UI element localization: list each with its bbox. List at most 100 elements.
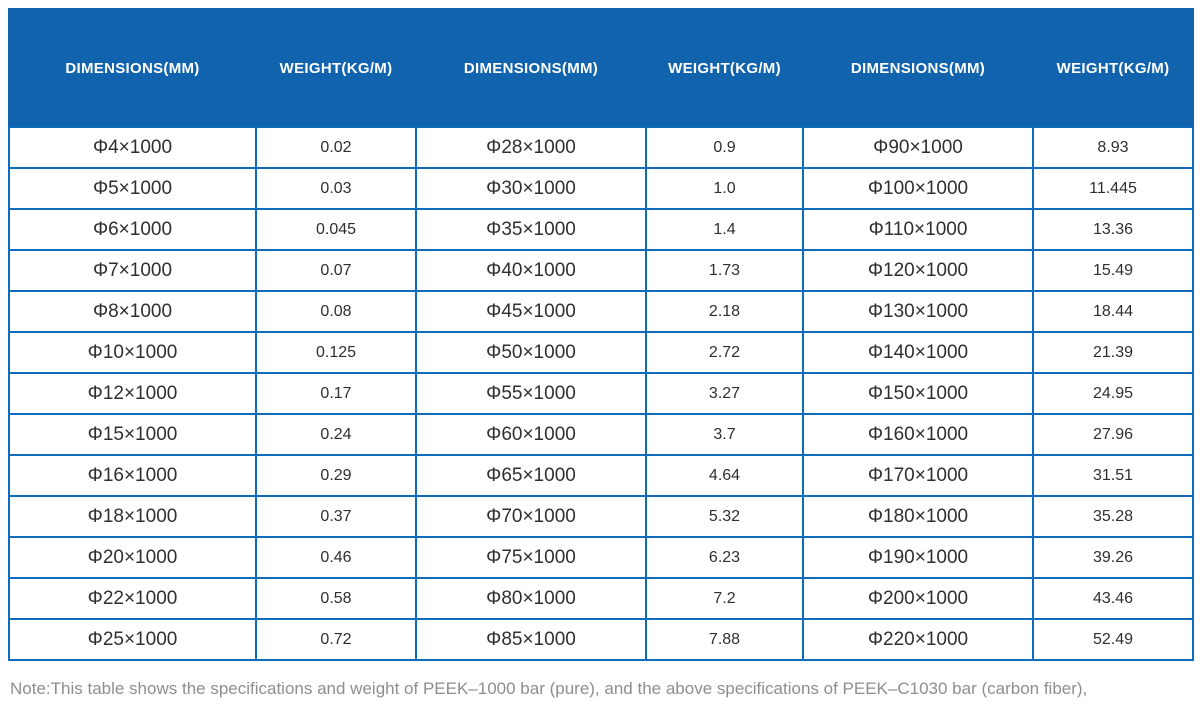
weight-cell: 43.46 — [1032, 577, 1194, 620]
weight-cell: 1.4 — [645, 208, 804, 251]
table-row: Φ25×1000 0.72 Φ85×1000 7.88 Φ220×1000 52.49 — [8, 618, 1194, 661]
weight-cell: 39.26 — [1032, 536, 1194, 579]
footnote-line-1: Note:This table shows the specifications… — [10, 679, 1088, 698]
dimension-cell: Φ12×1000 — [8, 372, 257, 415]
dimension-cell: Φ10×1000 — [8, 331, 257, 374]
weight-cell: 11.445 — [1032, 167, 1194, 210]
dimension-cell: Φ35×1000 — [415, 208, 647, 251]
table-row: Φ7×1000 0.07 Φ40×1000 1.73 Φ120×1000 15.49 — [8, 249, 1194, 292]
table-row: Φ15×1000 0.24 Φ60×1000 3.7 Φ160×1000 27.96 — [8, 413, 1194, 456]
weight-cell: 6.23 — [645, 536, 804, 579]
weight-cell: 5.32 — [645, 495, 804, 538]
dimension-cell: Φ85×1000 — [415, 618, 647, 661]
column-header-dimensions-2: DIMENSIONS(MM) — [415, 8, 647, 128]
dimension-cell: Φ220×1000 — [802, 618, 1034, 661]
dimension-cell: Φ22×1000 — [8, 577, 257, 620]
weight-cell: 1.73 — [645, 249, 804, 292]
weight-cell: 7.2 — [645, 577, 804, 620]
table-row: Φ6×1000 0.045 Φ35×1000 1.4 Φ110×1000 13.36 — [8, 208, 1194, 251]
dimension-cell: Φ190×1000 — [802, 536, 1034, 579]
dimension-cell: Φ60×1000 — [415, 413, 647, 456]
weight-cell: 2.72 — [645, 331, 804, 374]
weight-cell: 0.37 — [255, 495, 417, 538]
dimension-cell: Φ30×1000 — [415, 167, 647, 210]
weight-cell: 24.95 — [1032, 372, 1194, 415]
dimension-cell: Φ15×1000 — [8, 413, 257, 456]
dimension-cell: Φ130×1000 — [802, 290, 1034, 333]
table-row: Φ20×1000 0.46 Φ75×1000 6.23 Φ190×1000 39.26 — [8, 536, 1194, 579]
dimension-cell: Φ45×1000 — [415, 290, 647, 333]
dimension-cell: Φ70×1000 — [415, 495, 647, 538]
dimension-cell: Φ160×1000 — [802, 413, 1034, 456]
dimension-cell: Φ40×1000 — [415, 249, 647, 292]
table-row: Φ8×1000 0.08 Φ45×1000 2.18 Φ130×1000 18.44 — [8, 290, 1194, 333]
weight-cell: 0.03 — [255, 167, 417, 210]
weight-cell: 0.9 — [645, 126, 804, 169]
dimension-cell: Φ8×1000 — [8, 290, 257, 333]
dimension-cell: Φ18×1000 — [8, 495, 257, 538]
table-row: Φ18×1000 0.37 Φ70×1000 5.32 Φ180×1000 35.28 — [8, 495, 1194, 538]
weight-cell: 27.96 — [1032, 413, 1194, 456]
table-row: Φ22×1000 0.58 Φ80×1000 7.2 Φ200×1000 43.46 — [8, 577, 1194, 620]
weight-cell: 0.07 — [255, 249, 417, 292]
dimension-cell: Φ100×1000 — [802, 167, 1034, 210]
column-header-dimensions-1: DIMENSIONS(MM) — [8, 8, 257, 128]
weight-cell: 1.0 — [645, 167, 804, 210]
weight-cell: 0.72 — [255, 618, 417, 661]
weight-cell: 3.7 — [645, 413, 804, 456]
weight-cell: 0.125 — [255, 331, 417, 374]
dimension-cell: Φ7×1000 — [8, 249, 257, 292]
dimension-cell: Φ75×1000 — [415, 536, 647, 579]
table-row: Φ16×1000 0.29 Φ65×1000 4.64 Φ170×1000 31.51 — [8, 454, 1194, 497]
weight-cell: 0.29 — [255, 454, 417, 497]
footnote: Note:This table shows the specifications… — [8, 674, 1192, 704]
weight-cell: 15.49 — [1032, 249, 1194, 292]
weight-cell: 0.08 — [255, 290, 417, 333]
table-row: Φ4×1000 0.02 Φ28×1000 0.9 Φ90×1000 8.93 — [8, 126, 1194, 169]
peek-bar-spec-table: DIMENSIONS(MM) WEIGHT(KG/M) DIMENSIONS(M… — [8, 8, 1194, 661]
dimension-cell: Φ150×1000 — [802, 372, 1034, 415]
weight-cell: 13.36 — [1032, 208, 1194, 251]
weight-cell: 2.18 — [645, 290, 804, 333]
weight-cell: 8.93 — [1032, 126, 1194, 169]
dimension-cell: Φ120×1000 — [802, 249, 1034, 292]
weight-cell: 0.17 — [255, 372, 417, 415]
weight-cell: 52.49 — [1032, 618, 1194, 661]
table-row: Φ12×1000 0.17 Φ55×1000 3.27 Φ150×1000 24.95 — [8, 372, 1194, 415]
weight-cell: 0.02 — [255, 126, 417, 169]
table-row: Φ5×1000 0.03 Φ30×1000 1.0 Φ100×1000 11.445 — [8, 167, 1194, 210]
header-row: DIMENSIONS(MM) WEIGHT(KG/M) DIMENSIONS(M… — [8, 8, 1194, 128]
column-header-weight-2: WEIGHT(KG/M) — [645, 8, 804, 128]
weight-cell: 21.39 — [1032, 331, 1194, 374]
dimension-cell: Φ6×1000 — [8, 208, 257, 251]
dimension-cell: Φ65×1000 — [415, 454, 647, 497]
dimension-cell: Φ25×1000 — [8, 618, 257, 661]
dimension-cell: Φ170×1000 — [802, 454, 1034, 497]
weight-cell: 7.88 — [645, 618, 804, 661]
weight-cell: 35.28 — [1032, 495, 1194, 538]
dimension-cell: Φ28×1000 — [415, 126, 647, 169]
weight-cell: 0.045 — [255, 208, 417, 251]
dimension-cell: Φ50×1000 — [415, 331, 647, 374]
weight-cell: 3.27 — [645, 372, 804, 415]
dimension-cell: Φ140×1000 — [802, 331, 1034, 374]
dimension-cell: Φ200×1000 — [802, 577, 1034, 620]
weight-cell: 18.44 — [1032, 290, 1194, 333]
dimension-cell: Φ55×1000 — [415, 372, 647, 415]
weight-cell: 31.51 — [1032, 454, 1194, 497]
table-row: Φ10×1000 0.125 Φ50×1000 2.72 Φ140×1000 21.39 — [8, 331, 1194, 374]
column-header-weight-3: WEIGHT(KG/M) — [1032, 8, 1194, 128]
dimension-cell: Φ4×1000 — [8, 126, 257, 169]
dimension-cell: Φ180×1000 — [802, 495, 1034, 538]
dimension-cell: Φ5×1000 — [8, 167, 257, 210]
weight-cell: 0.46 — [255, 536, 417, 579]
weight-cell: 4.64 — [645, 454, 804, 497]
column-header-dimensions-3: DIMENSIONS(MM) — [802, 8, 1034, 128]
dimension-cell: Φ110×1000 — [802, 208, 1034, 251]
dimension-cell: Φ16×1000 — [8, 454, 257, 497]
dimension-cell: Φ20×1000 — [8, 536, 257, 579]
dimension-cell: Φ80×1000 — [415, 577, 647, 620]
weight-cell: 0.24 — [255, 413, 417, 456]
table-body: Φ4×1000 0.02 Φ28×1000 0.9 Φ90×1000 8.93 Φ5×100… — [8, 126, 1194, 661]
